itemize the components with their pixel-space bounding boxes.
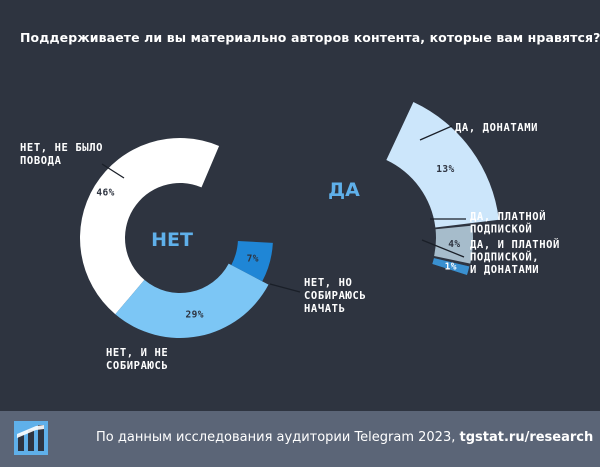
tgstat-logo-icon [14,421,48,455]
slice-label-да-донатами: ДА, ДОНАТАМИ [455,122,538,134]
slice-label-да-платной-подпиской: ПОДПИСКОЙ [470,223,532,236]
group-label-net: НЕТ [151,229,193,251]
callout-line [419,125,453,141]
pct-label-нет-и-не-собираюсь: 29% [186,310,204,321]
slice-label-нет-но-собираюсь-начать: НЕТ, НО [304,277,352,289]
slice-label-нет-не-было-повода: ПОВОДА [20,155,62,167]
pct-label-да-платной-подпиской: 4% [448,239,460,250]
footer-link[interactable]: tgstat.ru/research [459,430,594,445]
pct-label-нет-но-собираюсь-начать: 7% [247,254,259,265]
slice-label-да-и-платной-подпиской-и-донатами: И ДОНАТАМИ [470,264,539,276]
slice-label-да-и-платной-подпиской-и-донатами: ДА, И ПЛАТНОЙ [470,238,560,251]
callout-line [101,163,125,179]
footer: По данным исследования аудитории Telegra… [0,411,600,467]
slice-label-нет-и-не-собираюсь: СОБИРАЮСЬ [106,360,168,372]
pct-label-да-донатами: 13% [436,164,454,175]
slice-label-да-и-платной-подпиской-и-донатами: ПОДПИСКОЙ, [470,251,539,264]
chart-title: Поддерживаете ли вы материально авторов … [20,30,600,45]
slice-label-нет-но-собираюсь-начать: НАЧАТЬ [304,303,346,315]
footer-source-text: По данным исследования аудитории Telegra… [96,430,456,445]
slice-label-нет-но-собираюсь-начать: СОБИРАЮСЬ [304,290,366,302]
slice-нет-но-собираюсь-начать [231,241,273,282]
slice-нет-не-было-повода [79,137,220,315]
pct-label-да-и-платной-подпиской-и-донатами: 1% [445,261,457,272]
slice-нет-и-не-собираюсь [115,263,269,338]
callout-line [421,239,465,258]
footer-source: По данным исследования аудитории Telegra… [96,430,593,445]
group-label-da: ДА [328,179,360,201]
slice-да-платной-подпиской [434,225,473,264]
callout-line [269,283,301,293]
slice-label-нет-не-было-повода: НЕТ, НЕ БЫЛО [20,142,103,154]
slice-да-и-платной-подпиской-и-донатами [431,257,471,276]
slice-label-да-платной-подпиской: ДА, ПЛАТНОЙ [470,210,546,223]
pct-label-нет-не-было-повода: 46% [96,188,114,199]
slice-label-нет-и-не-собираюсь: НЕТ, И НЕ [106,347,168,359]
slice-да-донатами [386,102,499,228]
